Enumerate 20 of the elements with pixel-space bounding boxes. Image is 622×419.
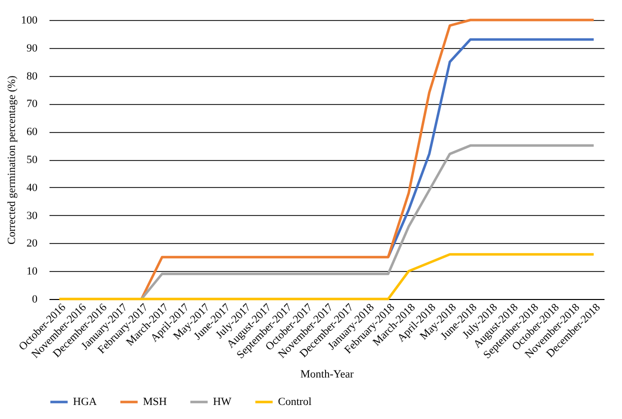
y-tick-label: 20 bbox=[26, 238, 38, 250]
y-axis-title: Corrected germination percentage (%) bbox=[6, 75, 18, 244]
y-tick-label: 30 bbox=[26, 210, 38, 222]
legend-label: HGA bbox=[73, 396, 97, 408]
y-tick-label: 0 bbox=[32, 294, 38, 306]
y-tick-label: 40 bbox=[26, 182, 38, 194]
line-series bbox=[140, 18, 595, 300]
y-tick-label: 50 bbox=[26, 154, 38, 166]
legend-label: MSH bbox=[143, 396, 167, 408]
line-series bbox=[58, 253, 595, 300]
y-tick-label: 60 bbox=[26, 126, 38, 138]
y-tick-label: 70 bbox=[26, 98, 38, 110]
legend-label: HW bbox=[213, 396, 232, 408]
y-tick-label: 90 bbox=[26, 42, 38, 54]
line-series bbox=[140, 144, 595, 300]
y-tick-label: 10 bbox=[26, 266, 38, 278]
legend-label: Control bbox=[278, 396, 312, 408]
y-tick-label: 80 bbox=[26, 70, 38, 82]
x-axis-title: Month-Year bbox=[300, 368, 354, 381]
y-tick-label: 100 bbox=[21, 14, 38, 26]
